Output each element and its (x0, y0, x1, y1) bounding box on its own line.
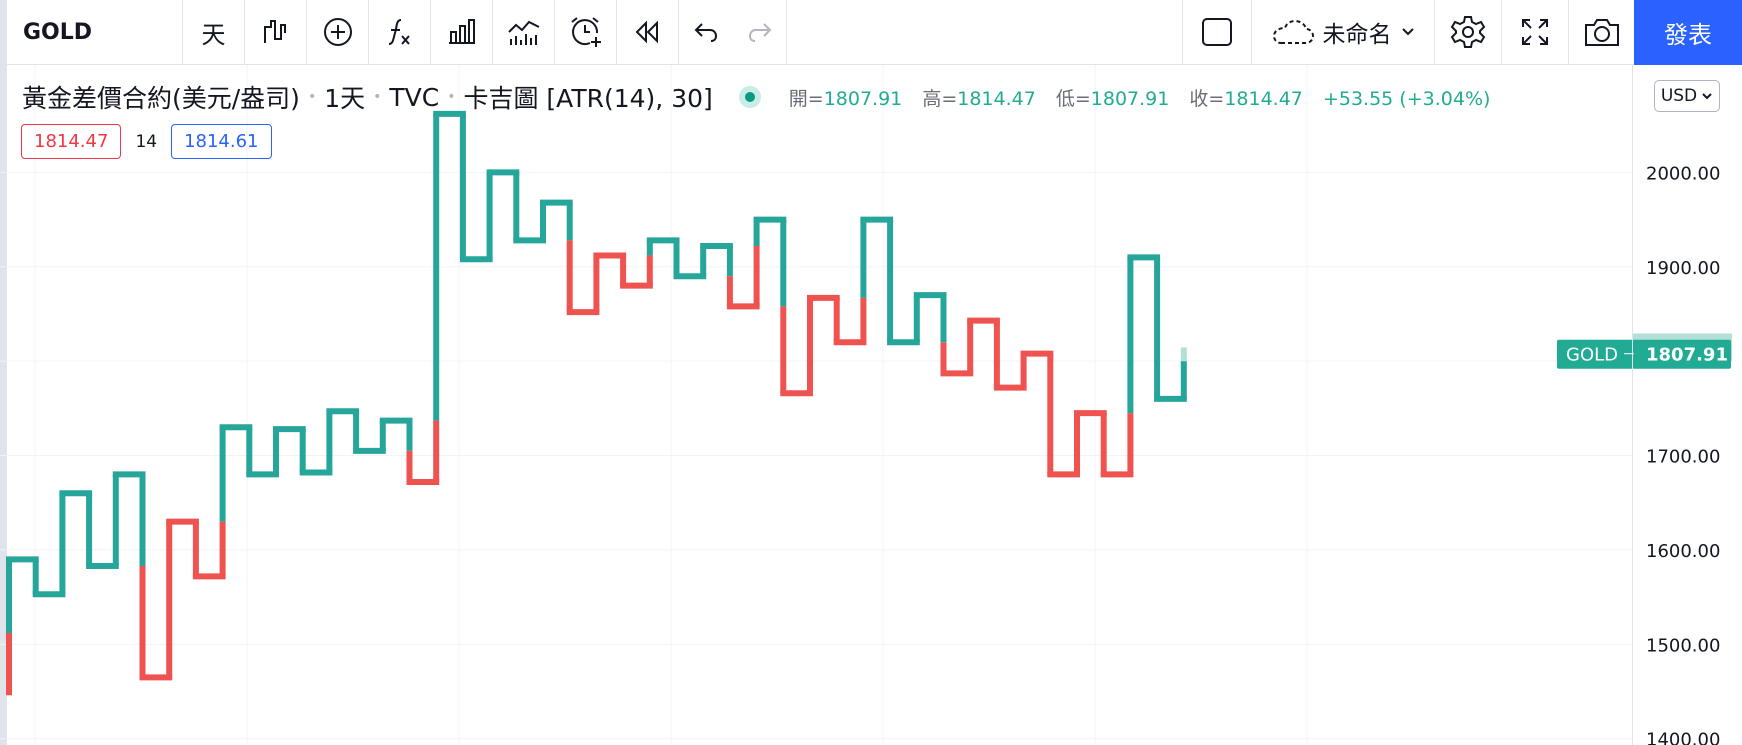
legend-symbol-title[interactable]: 黃金差價合約(美元/盎司) (22, 84, 300, 113)
redo-button[interactable] (733, 0, 787, 64)
rewind-icon (635, 20, 658, 44)
chart-line-bars-icon (507, 20, 539, 45)
snapshot-button[interactable] (1569, 0, 1635, 64)
legend-separator: • (307, 89, 317, 105)
bar-replay-button[interactable] (617, 0, 679, 64)
indicator-templates-button[interactable] (431, 0, 493, 64)
symbol-search-button[interactable]: GOLD (7, 0, 183, 64)
high-value: 1814.47 (957, 87, 1036, 110)
chart-area[interactable]: 2000.001900.001800.001700.001600.001500.… (0, 65, 1742, 745)
symbol-label: GOLD (23, 19, 93, 45)
layout-name-label: 未命名 (1322, 22, 1392, 48)
bar-templates-icon (448, 19, 475, 44)
symbol-price-tag (1557, 339, 1731, 369)
high-label: 高= (922, 87, 958, 110)
legend-interval: 1天 (324, 84, 366, 113)
y-tick-label: 1700.00 (1646, 447, 1720, 468)
cloud-icon (1272, 19, 1314, 44)
change-value: +53.55 (+3.04%) (1322, 87, 1491, 110)
create-alert-button[interactable] (555, 0, 617, 64)
close-value: 1814.47 (1224, 87, 1303, 110)
camera-icon (1585, 19, 1619, 46)
undo-button[interactable] (679, 0, 733, 64)
market-status-icon[interactable] (738, 86, 761, 108)
low-label: 低= (1055, 87, 1091, 110)
save-layout-button[interactable]: 未命名 (1252, 0, 1435, 64)
top-toolbar: GOLD 天 (7, 0, 1742, 65)
y-tick-label: 1900.00 (1646, 258, 1720, 279)
plus-circle-icon (323, 18, 352, 46)
gear-icon (1450, 16, 1486, 48)
function-fx-icon (388, 19, 410, 45)
symbol-tag-label: GOLD (1566, 345, 1618, 366)
chart-type-button[interactable] (245, 0, 307, 64)
interval-label: 天 (201, 20, 226, 49)
open-value: 1807.91 (823, 87, 903, 110)
open-label: 開= (788, 87, 824, 110)
legend-separator: • (373, 89, 382, 105)
legend-ohlc: 開=1807.91 高=1814.47 低=1807.91 收=1814.47 … (789, 84, 1491, 111)
square-layout-icon (1202, 18, 1232, 46)
kagi-chart-icon (263, 20, 286, 43)
publish-button[interactable]: 發表 (1634, 0, 1742, 65)
spread-value: 14 (135, 131, 158, 152)
indicators-button[interactable] (369, 0, 431, 64)
legend-chart-style: 卡吉圖 [ATR(14), 30] (463, 84, 713, 113)
alarm-clock-add-icon (570, 17, 601, 47)
indicator-values-row: 1814.47 14 1814.61 (21, 124, 272, 159)
alerts-indicators-button[interactable] (493, 0, 555, 64)
bid-price-box[interactable]: 1814.47 (21, 124, 122, 159)
undo-icon (694, 23, 718, 42)
compare-symbol-button[interactable] (307, 0, 369, 64)
currency-label: USD (1660, 86, 1698, 106)
fullscreen-button[interactable] (1502, 0, 1569, 64)
low-value: 1807.91 (1090, 87, 1170, 110)
publish-label: 發表 (1664, 21, 1712, 49)
price-axis-border (1632, 65, 1633, 745)
chevron-down-icon (1702, 92, 1712, 99)
y-tick-label: 2000.00 (1646, 163, 1720, 184)
left-drawing-toolbar-edge (0, 0, 7, 745)
close-label: 收= (1189, 87, 1225, 110)
symbol-price-label: 1807.91 (1646, 345, 1728, 366)
legend-source: TVC (389, 82, 440, 112)
redo-icon (748, 23, 771, 42)
chart-legend: 黃金差價合約(美元/盎司) • 1天 • TVC • 卡吉圖 [ATR(14),… (22, 80, 1490, 114)
layout-select-button[interactable] (1182, 0, 1252, 64)
ask-price-box[interactable]: 1814.61 (171, 124, 272, 159)
y-tick-label: 1600.00 (1646, 541, 1720, 562)
chevron-down-icon (1401, 28, 1414, 36)
currency-select[interactable]: USD (1654, 80, 1720, 112)
legend-separator: • (447, 89, 456, 105)
chart-settings-button[interactable] (1435, 0, 1502, 64)
interval-button[interactable]: 天 (183, 0, 245, 64)
y-tick-label: 1400.00 (1646, 730, 1720, 745)
y-tick-label: 1500.00 (1646, 635, 1720, 656)
fullscreen-icon (1522, 19, 1548, 45)
